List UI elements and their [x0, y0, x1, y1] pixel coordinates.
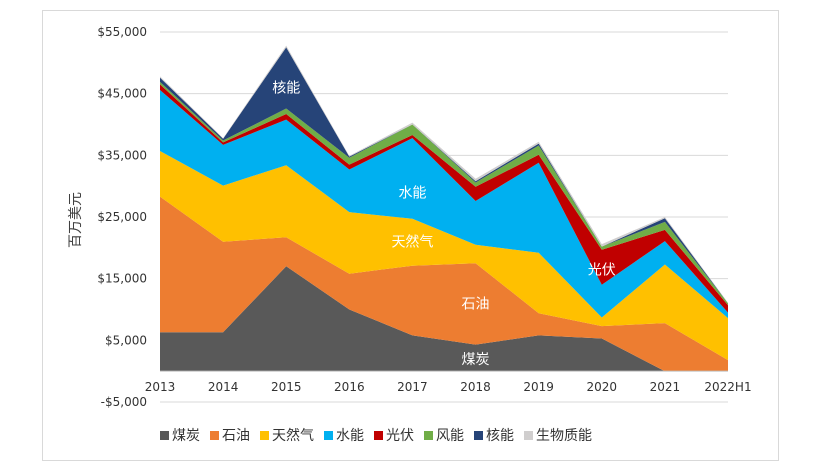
area-series [160, 45, 728, 372]
y-tick-label: -$5,000 [101, 395, 147, 409]
area-核能 [160, 47, 728, 304]
y-tick-label: $45,000 [97, 87, 147, 101]
annotation-label: 核能 [272, 81, 300, 97]
area-水能 [160, 90, 728, 319]
legend: 煤炭 石油 天然气 水能 光伏 风能 核能 生物质能 [160, 427, 592, 444]
y-tick-label: $15,000 [97, 272, 147, 286]
area-煤炭 [160, 266, 728, 372]
axes: -$5,000 $5,000 $15,000 $25,000 $35,000 $45,00… [97, 25, 751, 409]
y-tick-label: $25,000 [97, 210, 147, 224]
legend-swatch [474, 431, 483, 440]
x-tick-label: 2019 [523, 380, 554, 394]
x-tick-label: 2022H1 [704, 380, 751, 394]
annotation-label: 煤炭 [462, 352, 490, 368]
x-tick-label: 2015 [271, 380, 302, 394]
x-tick-label: 2021 [650, 380, 681, 394]
annotation-label: 水能 [398, 185, 426, 201]
legend-swatch [424, 431, 433, 440]
annotation-label: 光伏 [588, 262, 616, 278]
legend-swatch [160, 431, 169, 440]
legend-swatch [324, 431, 333, 440]
x-tick-label: 2016 [334, 380, 365, 394]
legend-label: 风能 [436, 428, 464, 444]
y-tick-label: $5,000 [105, 333, 147, 347]
y-tick-label: $35,000 [97, 148, 147, 162]
y-tick-label: $55,000 [97, 25, 147, 39]
area-石油 [160, 196, 728, 372]
x-tick-label: 2014 [208, 380, 239, 394]
legend-label: 生物质能 [536, 428, 592, 444]
annotation-label: 天然气 [391, 234, 433, 251]
legend-label: 光伏 [386, 428, 414, 444]
legend-swatch [210, 431, 219, 440]
x-tick-label: 2017 [397, 380, 428, 394]
legend-label: 天然气 [272, 427, 314, 444]
legend-swatch [374, 431, 383, 440]
legend-label: 水能 [336, 428, 364, 444]
annotation-label: 石油 [462, 296, 490, 312]
area-天然气 [160, 151, 728, 361]
x-tick-label: 2020 [587, 380, 618, 394]
legend-label: 石油 [222, 428, 250, 444]
legend-label: 核能 [486, 428, 514, 444]
x-tick-label: 2018 [460, 380, 491, 394]
legend-label: 煤炭 [172, 428, 200, 444]
x-tick-label: 2013 [145, 380, 176, 394]
y-axis-label: 百万美元 [68, 192, 84, 248]
legend-swatch [524, 431, 533, 440]
legend-swatch [260, 431, 269, 440]
